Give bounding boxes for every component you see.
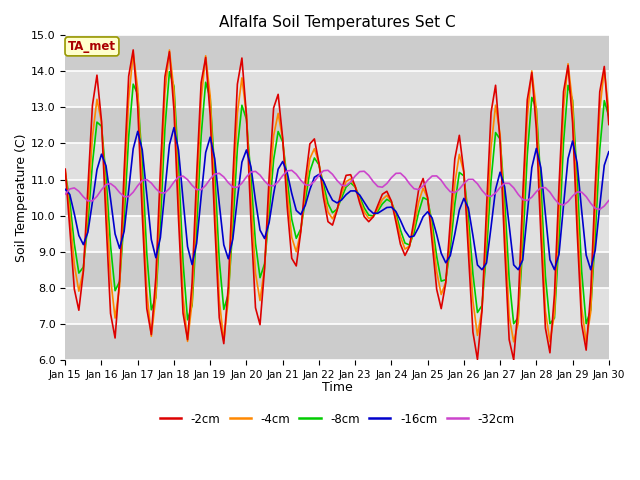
Bar <box>65 216 609 252</box>
Title: Alfalfa Soil Temperatures Set C: Alfalfa Soil Temperatures Set C <box>219 15 455 30</box>
Bar <box>65 108 609 144</box>
Legend: -2cm, -4cm, -8cm, -16cm, -32cm: -2cm, -4cm, -8cm, -16cm, -32cm <box>155 408 519 431</box>
Text: TA_met: TA_met <box>68 40 116 53</box>
Bar <box>65 72 609 108</box>
X-axis label: Time: Time <box>322 381 353 394</box>
Bar <box>65 36 609 72</box>
Bar <box>65 180 609 216</box>
Bar <box>65 144 609 180</box>
Y-axis label: Soil Temperature (C): Soil Temperature (C) <box>15 133 28 262</box>
Bar <box>65 252 609 288</box>
Bar <box>65 288 609 324</box>
Bar <box>65 324 609 360</box>
